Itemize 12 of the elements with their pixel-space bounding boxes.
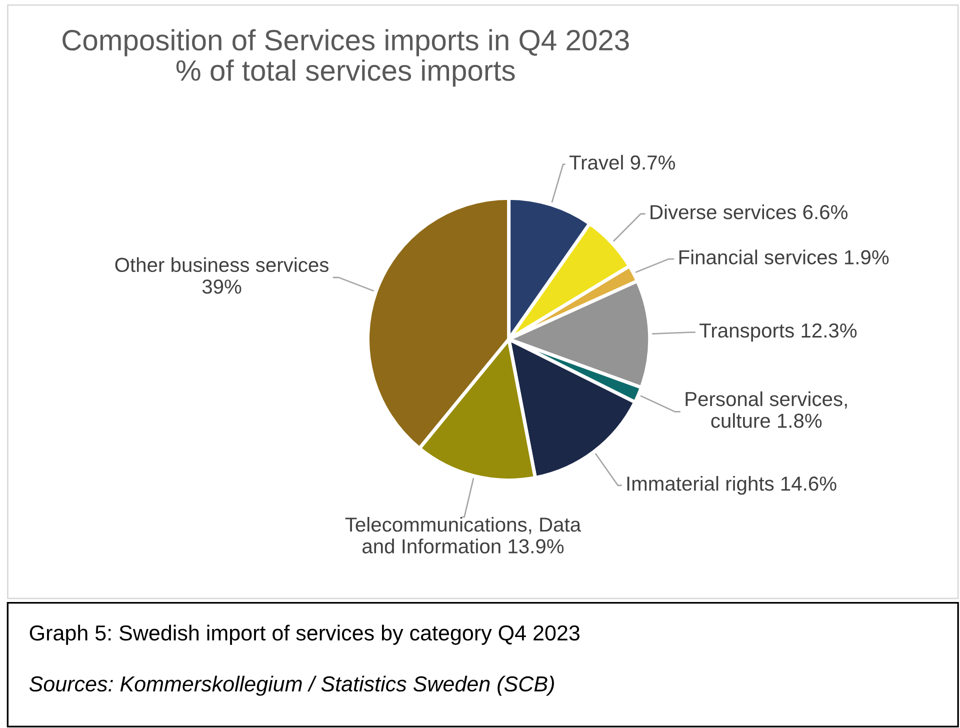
slice-label: Telecommunications, Data and Information 13.9% bbox=[345, 516, 582, 554]
slice-label: Diverse services 6.6% bbox=[650, 204, 848, 220]
caption: Graph 5: Swedish import of services by category Q4 2023 bbox=[30, 624, 580, 645]
source-note: Sources: Kommerskollegium / Statistics Sweden (SCB) bbox=[29, 676, 554, 696]
slice-label: Travel 9.7% bbox=[569, 154, 675, 170]
slice-label: Immaterial rights 14.6% bbox=[627, 476, 836, 495]
slice-label: Other business services bbox=[115, 257, 328, 272]
chart-title: Composition of Services imports in Q4 2023 % of total services imports bbox=[62, 29, 629, 87]
slice-label: Financial services 1.9% bbox=[679, 250, 889, 264]
slice-label: Personal services, culture 1.8% bbox=[686, 391, 847, 428]
data-label: 39% bbox=[202, 279, 242, 294]
slice-label: Transports 12.3% bbox=[700, 323, 857, 342]
